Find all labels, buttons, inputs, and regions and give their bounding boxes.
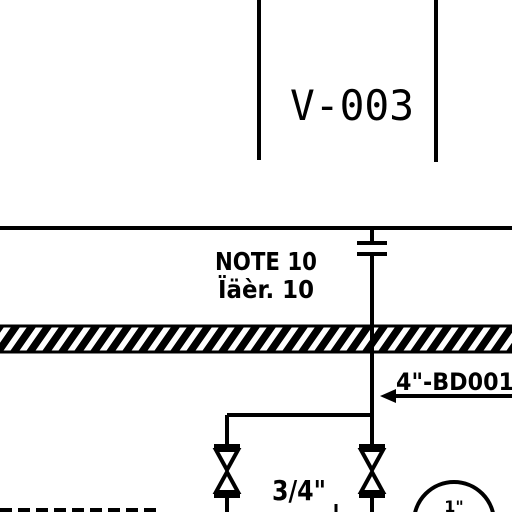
left-gate-valve — [212, 444, 242, 512]
instrument-bubble — [413, 480, 495, 512]
valve-size-label: 3/4" — [272, 474, 326, 507]
right-gate-valve — [357, 444, 387, 512]
note-line-2: Ïäèr. 10 — [218, 274, 314, 304]
line-tag-arrowhead — [380, 389, 396, 403]
floor-hatch-band — [0, 326, 512, 352]
vessel-tag: V-003 — [290, 81, 414, 130]
line-tag: 4"-BD001 — [396, 368, 512, 396]
note-line-1: NOTE 10 — [215, 247, 317, 276]
instrument-bubble-text: 1" — [444, 497, 463, 512]
